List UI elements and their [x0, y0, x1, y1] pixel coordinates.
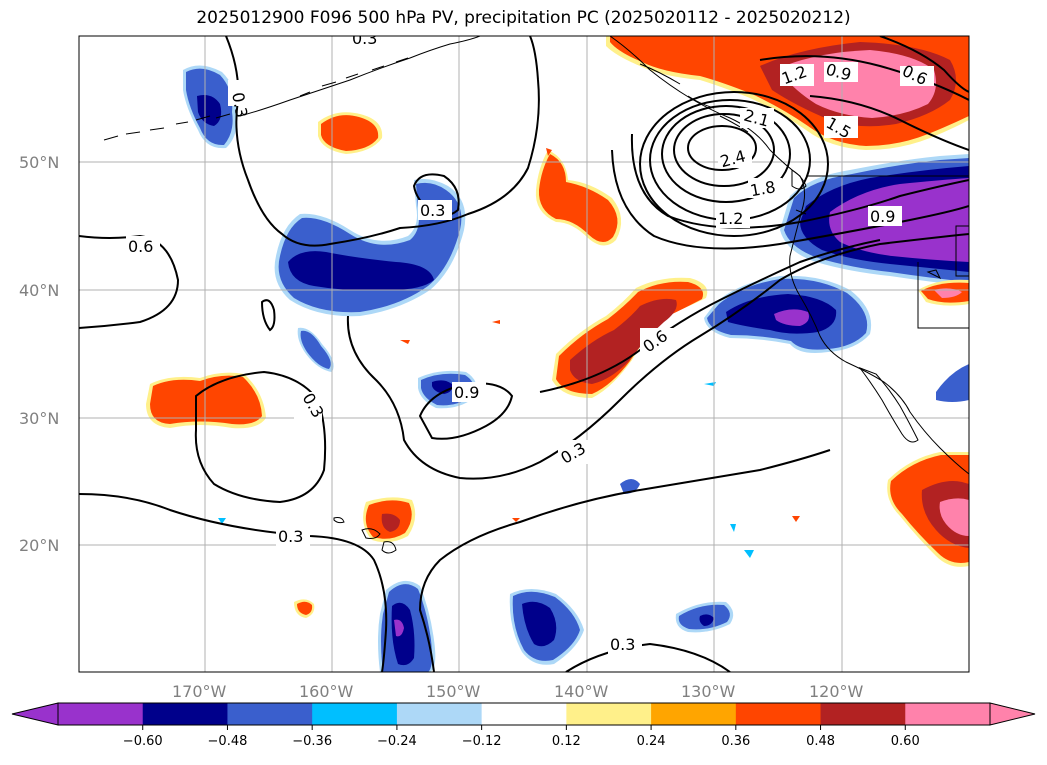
colorbar-tick-label: 0.48 [806, 734, 835, 749]
colorbar-bin [58, 703, 144, 725]
shade-blob-blue-37n [704, 275, 872, 353]
shade-blob-orange-15n [294, 599, 315, 618]
colorbar-tick-label: 0.36 [721, 734, 750, 749]
contour-label: 0.9 [870, 207, 895, 226]
colorbar-extend-left [11, 702, 59, 726]
lat-label: 20°N [19, 536, 59, 555]
lon-label: 150°W [426, 682, 481, 701]
lat-label: 30°N [19, 409, 59, 428]
colorbar-tick-label: 0.12 [552, 734, 581, 749]
lon-label: 120°W [809, 682, 864, 701]
colorbar-tick-label: 0.60 [891, 734, 920, 749]
colorbar-bin [142, 703, 228, 725]
lon-label: 170°W [172, 682, 227, 701]
colorbar-tick-label: −0.24 [377, 734, 417, 749]
map-border [78, 35, 970, 673]
shade-blob-blue-37n-w [297, 327, 334, 372]
shade-blob-ne-pink [606, 36, 969, 150]
colorbar-tick-label: −0.36 [292, 734, 332, 749]
colorbar-bin [312, 703, 398, 725]
colorbar-bin [566, 703, 652, 725]
colorbar-bin [396, 703, 483, 725]
shade-blob-blue-34n-se [936, 364, 969, 402]
shade-blob-se-pink [887, 452, 969, 567]
shade-blob-blue-14n [509, 589, 584, 665]
contour-label: 0.3 [228, 91, 251, 119]
contour-label: 1.8 [749, 177, 777, 200]
lon-label: 130°W [681, 682, 736, 701]
contour-label: 0.3 [610, 635, 635, 654]
colorbar-bin [227, 703, 313, 725]
contour-label: 0.6 [128, 237, 153, 256]
shade-blob-central-blue [274, 178, 466, 317]
lat-label: 50°N [19, 153, 59, 172]
colorbar-tick-label: −0.48 [208, 734, 248, 749]
colorbar-bin [905, 703, 991, 725]
map-title: 2025012900 F096 500 hPa PV, precipitatio… [196, 8, 851, 28]
colorbar-tick-label: −0.60 [123, 734, 163, 749]
colorbar-bin [820, 703, 906, 725]
contour-label: 0.3 [420, 201, 445, 220]
contour-labels: 0.3 0.3 0.6 0.3 0.9 0.3 0.3 0.6 0.3 0.3 … [126, 29, 934, 654]
lon-label: 160°W [299, 682, 354, 701]
lat-labels: 50°N 40°N 30°N 20°N [19, 153, 59, 555]
shade-blob-orange-2 [535, 150, 622, 246]
contour-label: 1.2 [718, 209, 743, 228]
pv-contours [79, 36, 969, 672]
colorbar-tick-label: −0.12 [462, 734, 502, 749]
lon-labels: 170°W 160°W 150°W 140°W 130°W 120°W [172, 682, 864, 701]
colorbar: −0.60 −0.48 −0.36 −0.24 −0.12 0.12 0.24 0.36 0.4… [11, 702, 1036, 749]
colorbar-frame [57, 702, 991, 726]
contour-label: 0.3 [352, 29, 377, 48]
colorbar-bin [735, 703, 822, 725]
contour-label: 0.9 [454, 383, 479, 402]
contour-label: 0.3 [278, 527, 303, 546]
colorbar-bin [651, 703, 737, 725]
colorbar-tick-label: 0.24 [637, 734, 666, 749]
lat-label: 40°N [19, 281, 59, 300]
lon-label: 140°W [554, 682, 609, 701]
shade-blob-blue-15n-e [675, 601, 734, 633]
shade-blob-orange-diag [552, 277, 708, 398]
shade-blob-orange-1 [318, 112, 383, 154]
colorbar-bin [481, 703, 567, 725]
shade-blob-orange-21n [363, 497, 416, 543]
gridlines [79, 36, 969, 672]
shade-blob-pink-40n [918, 279, 969, 306]
colorbar-extend-right [989, 702, 1036, 726]
shade-blob-orange-32n [146, 372, 266, 429]
